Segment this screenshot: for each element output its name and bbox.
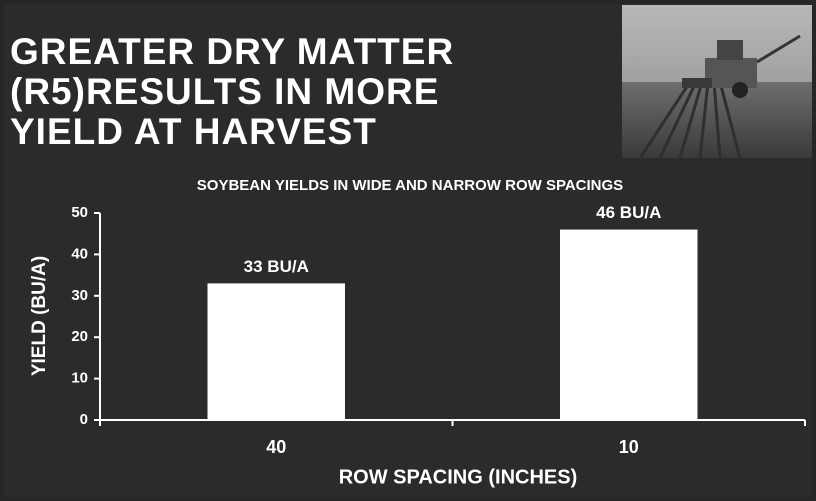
heading-line: GREATER DRY MATTER [10, 31, 454, 72]
y-tick-label: 40 [71, 245, 88, 262]
y-tick-label: 50 [71, 204, 88, 221]
x-tick-label: 40 [266, 437, 286, 457]
value-label: 46 BU/A [596, 203, 661, 222]
chart-title: SOYBEAN YIELDS IN WIDE AND NARROW ROW SP… [197, 177, 623, 194]
bar [208, 283, 345, 420]
harvest-photo [622, 5, 812, 158]
y-tick-label: 10 [71, 370, 88, 387]
heading-line: YIELD AT HARVEST [10, 111, 377, 152]
y-axis-label: YIELD (BU/A) [29, 256, 50, 376]
slide: GREATER DRY MATTER (R5)RESULTS IN MORE Y… [0, 0, 816, 501]
value-label: 33 BU/A [244, 257, 309, 276]
y-tick-label: 0 [80, 411, 88, 428]
x-axis-label: ROW SPACING (INCHES) [339, 466, 578, 488]
y-tick-label: 20 [71, 328, 88, 345]
heading-line: (R5)RESULTS IN MORE [10, 71, 439, 112]
y-tick-label: 30 [71, 287, 88, 304]
x-tick-label: 10 [619, 437, 639, 457]
bar [560, 230, 697, 420]
